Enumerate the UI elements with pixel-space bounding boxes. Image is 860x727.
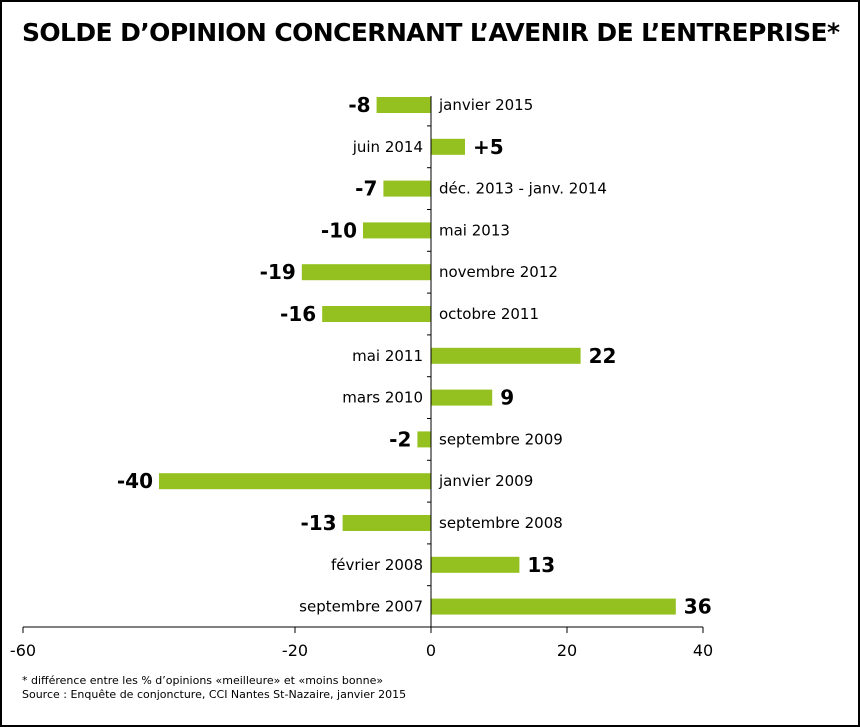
data-label: 13 — [527, 553, 555, 577]
category-label: déc. 2013 - janv. 2014 — [439, 180, 607, 198]
x-tick-label: -60 — [10, 641, 36, 660]
data-label: -16 — [280, 302, 316, 326]
bar — [431, 138, 465, 155]
category-label: mai 2013 — [439, 221, 510, 239]
category-label: novembre 2012 — [439, 263, 558, 281]
bar — [376, 97, 431, 113]
data-label: +5 — [473, 135, 504, 159]
bar — [431, 598, 676, 615]
x-tick-label: 40 — [693, 641, 713, 660]
bar — [363, 222, 431, 239]
category-label: mars 2010 — [342, 389, 423, 407]
bar — [431, 347, 581, 364]
x-tick-label: 0 — [426, 641, 436, 660]
category-label: septembre 2007 — [299, 598, 423, 616]
category-label: octobre 2011 — [439, 305, 539, 323]
data-label: 36 — [684, 595, 712, 619]
bar — [342, 515, 431, 531]
data-label: -40 — [117, 469, 153, 493]
bar — [431, 389, 493, 406]
category-label: septembre 2008 — [439, 514, 563, 532]
data-label: -10 — [321, 218, 357, 242]
category-label: juin 2014 — [352, 138, 423, 156]
data-label: -7 — [355, 177, 377, 201]
data-label: -2 — [389, 427, 411, 451]
bar — [159, 473, 431, 490]
bar — [301, 264, 431, 281]
chart-title: SOLDE D’OPINION CONCERNANT L’AVENIR DE L… — [22, 18, 840, 47]
data-label: 9 — [500, 386, 514, 410]
x-tick-label: 20 — [557, 641, 577, 660]
bar — [383, 180, 431, 197]
data-label: -19 — [260, 260, 296, 284]
bar — [322, 306, 431, 322]
category-label: février 2008 — [331, 556, 423, 574]
chart-notes: * différence entre les % d’opinions «mei… — [22, 674, 406, 702]
bar — [417, 431, 431, 448]
category-label: mai 2011 — [352, 347, 423, 365]
category-label: janvier 2009 — [438, 472, 533, 490]
category-label: septembre 2009 — [439, 430, 563, 448]
data-label: 22 — [589, 344, 617, 368]
data-label: -13 — [300, 511, 336, 535]
bar — [431, 556, 520, 573]
category-label: janvier 2015 — [438, 96, 533, 114]
data-label: -8 — [348, 93, 370, 117]
footnote: * différence entre les % d’opinions «mei… — [22, 674, 384, 687]
source-note: Source : Enquête de conjoncture, CCI Nan… — [22, 688, 407, 701]
x-tick-label: -20 — [282, 641, 308, 660]
